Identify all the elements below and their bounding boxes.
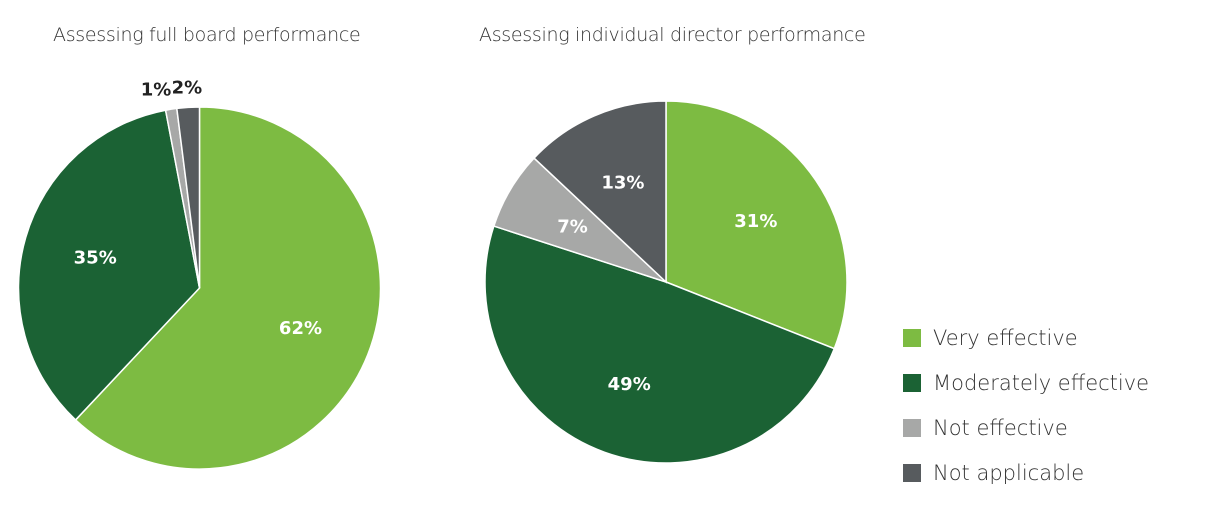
data-label: 49% (608, 374, 651, 395)
pie-slice-not-applicable (175, 106, 201, 289)
data-label: 2% (172, 77, 203, 98)
data-label: 31% (734, 211, 777, 232)
pie-slice-moderately-effective (484, 225, 836, 464)
data-label: 1% (141, 79, 172, 100)
legend-label: Not applicable (933, 460, 1085, 485)
legend: Very effective Moderately effective Not … (903, 315, 1149, 495)
data-label: 7% (557, 217, 588, 238)
pie-slice-very-effective (665, 100, 848, 350)
legend-swatch (903, 418, 921, 437)
data-label: 62% (279, 318, 322, 339)
pie-slice-not-applicable (532, 100, 667, 284)
legend-label: Not effective (933, 415, 1068, 440)
legend-item-moderately-effective: Moderately effective (903, 360, 1149, 405)
legend-swatch (903, 328, 921, 347)
legend-item-not-effective: Not effective (903, 405, 1149, 450)
legend-swatch (903, 373, 921, 392)
data-label: 35% (74, 248, 117, 269)
legend-item-very-effective: Very effective (903, 315, 1149, 360)
chart-title-full-board: Assessing full board performance (53, 24, 361, 46)
legend-label: Moderately effective (933, 370, 1150, 395)
pie-slice-moderately-effective (17, 109, 201, 422)
data-label: 13% (601, 172, 644, 193)
legend-swatch (903, 463, 921, 482)
legend-label: Very effective (933, 325, 1078, 350)
pie-slice-very-effective (74, 106, 382, 470)
chart-title-individual-director: Assessing individual director performanc… (479, 24, 866, 46)
legend-item-not-applicable: Not applicable (903, 450, 1149, 495)
